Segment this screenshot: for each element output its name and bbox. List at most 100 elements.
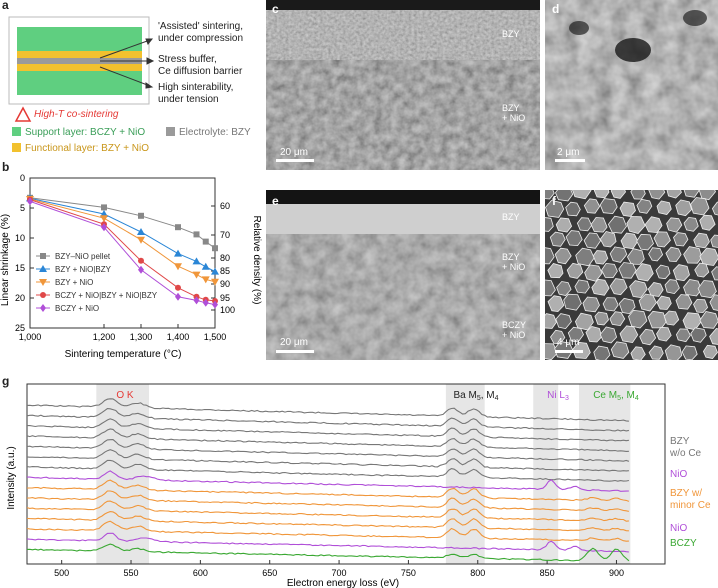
functional-layer-top bbox=[17, 51, 142, 58]
f-grain bbox=[599, 198, 618, 215]
b-point bbox=[193, 296, 200, 305]
f-grain bbox=[630, 346, 646, 360]
f-grain bbox=[666, 217, 683, 233]
f-grain bbox=[618, 262, 637, 279]
g-spectrum bbox=[26, 490, 630, 512]
f-grain bbox=[693, 232, 710, 249]
b-point bbox=[138, 212, 144, 219]
b-point bbox=[175, 292, 181, 301]
f-grain bbox=[599, 230, 617, 248]
g-spectrum bbox=[27, 470, 629, 492]
b-point bbox=[138, 265, 144, 274]
schematic-diagram bbox=[8, 16, 155, 122]
f-grain bbox=[664, 344, 683, 360]
f-grain bbox=[545, 313, 557, 329]
g-group-bczy: BCZY bbox=[670, 538, 697, 549]
f-grain bbox=[664, 279, 680, 295]
f-grain bbox=[601, 262, 618, 279]
f-grain bbox=[702, 344, 718, 359]
f-grain bbox=[545, 199, 565, 218]
b-point bbox=[39, 265, 47, 272]
f-grain bbox=[545, 190, 555, 200]
b-point bbox=[40, 292, 46, 298]
f-grain bbox=[634, 263, 654, 282]
b-point bbox=[201, 262, 210, 270]
c-label-bzy-nio: BZY + NiO bbox=[502, 103, 526, 123]
b-y2tick-label: 60 bbox=[220, 201, 230, 211]
panel-label-f: f bbox=[552, 194, 556, 208]
f-grain bbox=[618, 297, 636, 315]
arrow-compression bbox=[99, 39, 151, 59]
b-y2tick-label: 90 bbox=[220, 279, 230, 289]
g-spectrum bbox=[26, 439, 630, 462]
g-spectrum bbox=[26, 398, 629, 422]
f-grain bbox=[653, 231, 671, 248]
b-point bbox=[138, 257, 144, 264]
f-grain bbox=[609, 311, 626, 327]
f-grain bbox=[638, 293, 657, 312]
b-y2tick-label: 100 bbox=[220, 305, 235, 315]
f-grain bbox=[547, 295, 565, 313]
g-edge-ni: Ni L3 bbox=[547, 390, 569, 402]
f-grain bbox=[693, 298, 709, 314]
b-point bbox=[100, 215, 108, 223]
g-spectrum bbox=[26, 408, 630, 432]
b-legend-label: BCZY + NiO bbox=[55, 304, 99, 313]
f-grain bbox=[683, 279, 702, 297]
g-xtick-label: 500 bbox=[54, 568, 69, 578]
f-grain bbox=[610, 341, 630, 359]
d-scale-bar: 2 μm bbox=[557, 147, 580, 158]
functional-layer-bottom bbox=[17, 64, 142, 71]
b-point bbox=[211, 267, 219, 275]
f-grain bbox=[585, 326, 603, 343]
legend-functional: Functional layer: BZY + NiO bbox=[12, 143, 149, 154]
f-scale-line bbox=[555, 350, 583, 353]
b-xlabel: Sintering temperature (°C) bbox=[65, 349, 182, 360]
g-xtick-label: 550 bbox=[124, 568, 139, 578]
g-group-nio-2: NiO bbox=[670, 523, 687, 534]
f-grain bbox=[656, 326, 672, 342]
cosinter-label: High-T co-sintering bbox=[34, 109, 119, 120]
e-label-bzy-nio: BZY + NiO bbox=[502, 252, 526, 272]
b-legend-label: BCZY + NiO|BZY + NiO|BZY bbox=[55, 291, 158, 300]
b-ytick-label: 0 bbox=[20, 173, 25, 183]
eels-chart: 500 550 600 650 700 750 800 850 900 Intensity (a… bbox=[6, 383, 711, 588]
f-grain bbox=[619, 201, 636, 217]
b-legend-label: BZY–NiO pellet bbox=[55, 252, 111, 261]
b-y2tick-label: 95 bbox=[220, 293, 230, 303]
g-edge-band bbox=[533, 384, 559, 564]
legend-support: Support layer: BCZY + NiO bbox=[12, 127, 145, 138]
shrinkage-chart: 1,000 1,200 1,300 1,400 1,500 0 5 10 15 20 25 60 70 8… bbox=[0, 173, 262, 360]
f-grain bbox=[675, 328, 691, 343]
f-grain bbox=[694, 262, 710, 278]
g-group-bzy: BZY w/o Ce bbox=[669, 436, 702, 459]
f-grain bbox=[554, 247, 572, 265]
b-point bbox=[137, 228, 145, 235]
f-grain bbox=[629, 280, 648, 299]
f-grain bbox=[673, 232, 689, 247]
panel-label-a: a bbox=[2, 0, 9, 12]
f-grain bbox=[609, 246, 628, 263]
micrograph-d: d 2 μm bbox=[545, 0, 718, 170]
f-grain bbox=[583, 198, 601, 214]
b-legend-label: BZY + NiO bbox=[55, 278, 93, 287]
e-label-bzy: BZY bbox=[502, 212, 520, 222]
g-edge-ce: Ce M5, M4 bbox=[593, 390, 639, 402]
f-grain bbox=[699, 311, 718, 329]
g-spectrum bbox=[26, 449, 629, 472]
g-spectrum bbox=[26, 532, 629, 553]
f-grain bbox=[699, 214, 716, 231]
g-plot-frame bbox=[26, 383, 666, 565]
g-group-bzyce: BZY w/minor Ce bbox=[670, 488, 711, 511]
g-spectrum bbox=[26, 511, 629, 532]
g-spectrum bbox=[26, 479, 630, 502]
f-grain bbox=[607, 215, 627, 234]
b-point bbox=[174, 263, 182, 271]
annotation-tension: High sinterability, under tension bbox=[158, 82, 234, 105]
f-grain bbox=[566, 262, 584, 279]
g-edge-band bbox=[579, 384, 631, 564]
micrograph-f: f 4 μm bbox=[545, 190, 718, 360]
f-grain bbox=[547, 263, 564, 279]
g-xtick-label: 850 bbox=[540, 568, 555, 578]
g-spectrum bbox=[26, 428, 629, 452]
